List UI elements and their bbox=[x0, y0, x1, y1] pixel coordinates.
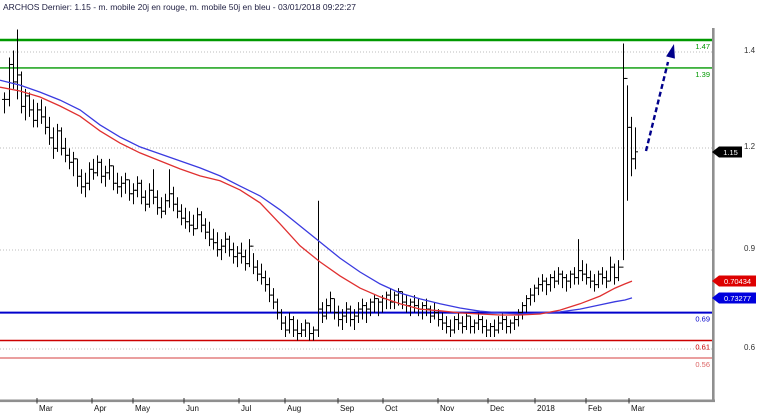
ma50-value-tag bbox=[712, 292, 756, 304]
svg-text:0.70434: 0.70434 bbox=[724, 277, 751, 286]
svg-text:Sep: Sep bbox=[340, 404, 355, 413]
trend-arrow-annotation bbox=[644, 44, 675, 152]
svg-text:1.4: 1.4 bbox=[744, 46, 756, 55]
svg-text:1.47: 1.47 bbox=[695, 42, 710, 51]
svg-text:1.2: 1.2 bbox=[744, 142, 756, 151]
svg-text:Mar: Mar bbox=[39, 404, 53, 413]
axis-frame bbox=[0, 28, 715, 403]
svg-text:1.39: 1.39 bbox=[695, 70, 710, 79]
svg-text:Dec: Dec bbox=[490, 404, 504, 413]
svg-text:May: May bbox=[135, 404, 150, 413]
svg-text:2018: 2018 bbox=[537, 404, 555, 413]
svg-text:Jul: Jul bbox=[241, 404, 251, 413]
svg-text:Nov: Nov bbox=[440, 404, 454, 413]
ma50-line bbox=[0, 79, 633, 315]
ma20-value-tag bbox=[712, 275, 756, 287]
candlesticks bbox=[2, 29, 638, 341]
svg-text:0.56: 0.56 bbox=[695, 360, 710, 369]
svg-text:Feb: Feb bbox=[588, 404, 602, 413]
ma20-line bbox=[0, 86, 633, 316]
chart-title: ARCHOS Dernier: 1.15 - m. mobile 20j en … bbox=[3, 2, 356, 12]
svg-text:0.61: 0.61 bbox=[695, 343, 710, 352]
svg-text:0.69: 0.69 bbox=[695, 315, 710, 324]
svg-text:Apr: Apr bbox=[94, 404, 107, 413]
svg-text:Aug: Aug bbox=[287, 404, 301, 413]
svg-text:1.15: 1.15 bbox=[723, 148, 738, 157]
x-axis: Mar Apr May Jun Jul Aug Sep Oct Nov Dec 2018 Feb Mar bbox=[36, 398, 645, 413]
svg-text:Jun: Jun bbox=[186, 404, 199, 413]
svg-text:Oct: Oct bbox=[385, 404, 398, 413]
svg-text:0.73277: 0.73277 bbox=[724, 294, 751, 303]
price-tags: 1.15 0.70434 0.73277 bbox=[712, 146, 756, 304]
svg-text:Mar: Mar bbox=[631, 404, 645, 413]
last-price-tag bbox=[712, 146, 742, 158]
y-axis-labels: 1.4 1.2 0.9 0.6 bbox=[744, 46, 756, 352]
level-lines: 1.47 1.39 0.69 0.61 0.56 bbox=[0, 38, 712, 369]
svg-text:0.6: 0.6 bbox=[744, 343, 756, 352]
svg-text:0.9: 0.9 bbox=[744, 244, 756, 253]
